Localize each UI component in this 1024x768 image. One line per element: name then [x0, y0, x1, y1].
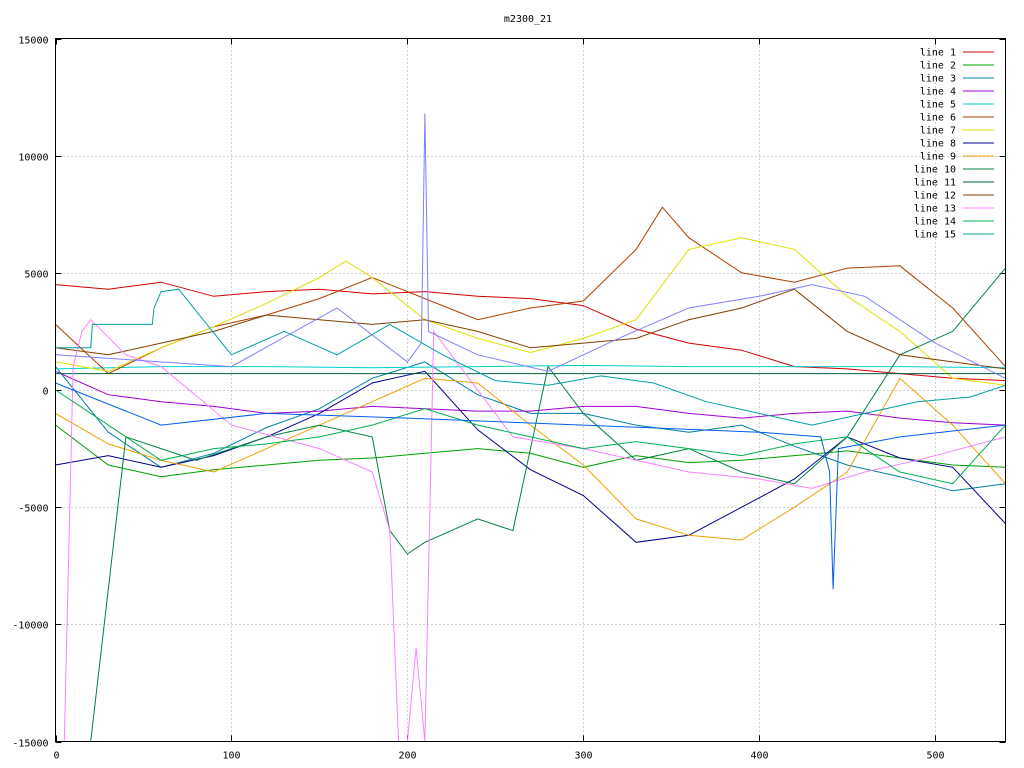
series-3-line — [55, 361, 1006, 492]
legend-label-4: line 4 — [920, 87, 956, 98]
x-tick-label: 100 — [222, 751, 240, 762]
series-12-line — [55, 288, 1006, 370]
legend-label-11: line 11 — [914, 178, 956, 189]
series-5-line — [55, 364, 1006, 370]
series-17-line — [55, 382, 1006, 590]
legend-label-5: line 5 — [920, 100, 956, 111]
legend-label-7: line 7 — [920, 126, 956, 137]
series-15-line — [55, 288, 1006, 426]
legend-label-9: line 9 — [920, 152, 956, 163]
series-2-line — [55, 424, 1006, 478]
series-4-line — [55, 370, 1006, 426]
series-7-line — [55, 237, 1006, 386]
series-13-line — [55, 318, 1006, 742]
series-9-line — [55, 377, 1006, 541]
series-10-line — [55, 267, 1006, 742]
plot-frame — [55, 38, 1006, 742]
legend-label-14: line 14 — [914, 217, 956, 228]
legend-label-6: line 6 — [920, 113, 956, 124]
legend: line 1 line 2 line 3 line 4 line 5 line 6 line… — [914, 48, 994, 241]
legend-label-10: line 10 — [914, 165, 956, 176]
y-tick-label: -10000 — [12, 621, 48, 632]
y-tick-label: -5000 — [18, 504, 48, 515]
legend-label-13: line 13 — [914, 204, 956, 215]
series-16-line — [55, 113, 1006, 379]
series-1-line — [55, 281, 1006, 382]
y-tick-label: 0 — [42, 387, 48, 398]
series-lines — [55, 113, 1006, 742]
y-tick-label: 15000 — [18, 36, 48, 47]
x-tick-label: 400 — [750, 751, 768, 762]
series-6-line — [55, 206, 1006, 375]
x-tick-label: 300 — [574, 751, 592, 762]
y-tick-label: 10000 — [18, 153, 48, 164]
legend-label-12: line 12 — [914, 191, 956, 202]
x-tick-label: 500 — [926, 751, 944, 762]
legend-label-2: line 2 — [920, 61, 956, 72]
x-tick-label: 200 — [398, 751, 416, 762]
legend-label-1: line 1 — [920, 48, 956, 59]
y-tick-label: 5000 — [24, 270, 48, 281]
x-tick-label: 0 — [53, 751, 59, 762]
legend-label-15: line 15 — [914, 230, 956, 241]
legend-label-8: line 8 — [920, 139, 956, 150]
legend-label-3: line 3 — [920, 74, 956, 85]
axis-ticks: 0 100 200 300 400 500 -15000 -10000 -5000 0 5000 10… — [12, 36, 1006, 762]
y-tick-label: -15000 — [12, 739, 48, 750]
chart-title: m2300_21 — [504, 14, 552, 25]
series-14-line — [55, 389, 1006, 485]
